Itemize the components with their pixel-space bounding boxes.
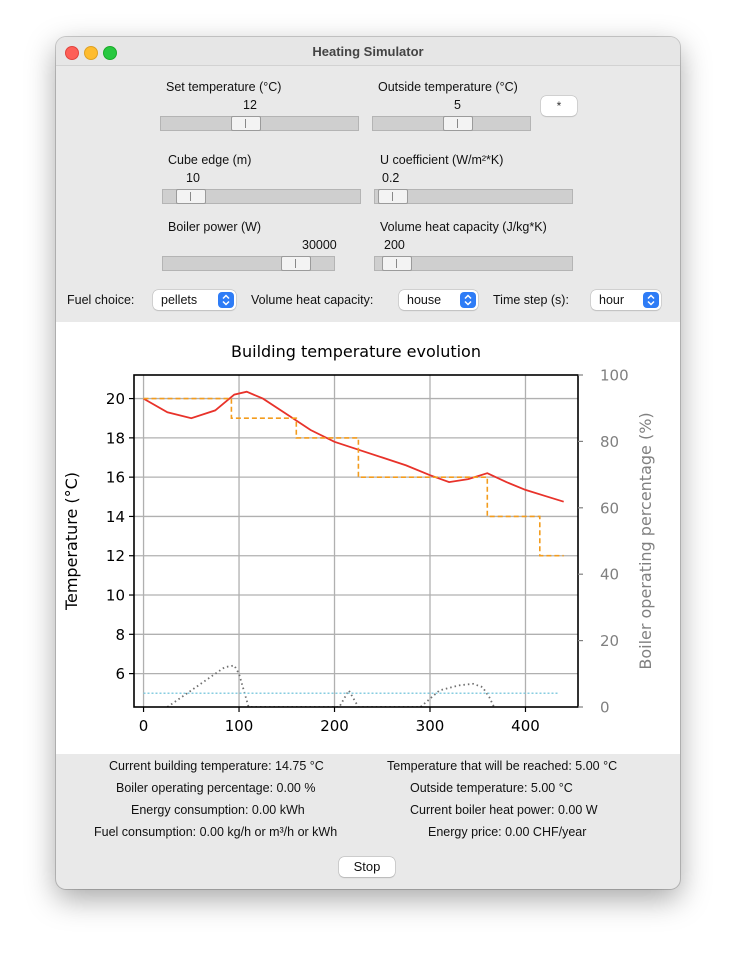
y2-tick-label: 20 — [600, 632, 619, 650]
cube-edge-slider-thumb[interactable] — [176, 189, 206, 204]
target-temperature-line — [143, 397, 564, 557]
outside-temperature-slider[interactable] — [372, 116, 531, 131]
volume-heat-capacity-select-value: house — [407, 293, 442, 307]
y-tick-label: 10 — [106, 587, 125, 605]
fuel-choice-label: Fuel choice: — [67, 293, 135, 307]
boiler-power-value: 30000 — [302, 238, 337, 252]
volume-heat-capacity-select[interactable]: house — [399, 290, 478, 310]
y-tick-label: 8 — [115, 626, 125, 644]
cube-edge-value: 10 — [186, 171, 200, 185]
time-step-select[interactable]: hour — [591, 290, 661, 310]
chevron-updown-icon — [643, 292, 659, 308]
fuel-choice-select[interactable]: pellets — [153, 290, 236, 310]
plot-area: 6 8 10 12 14 16 18 20 0 100 200 300 400 0 20 40 60 80 100 B… — [56, 322, 680, 754]
cube-edge-label: Cube edge (m) — [168, 153, 252, 167]
y-axis-label: Temperature (°C) — [62, 472, 81, 611]
boiler-power-slider-thumb[interactable] — [281, 256, 311, 271]
set-temperature-slider[interactable] — [160, 116, 359, 131]
set-temperature-value: 12 — [243, 98, 257, 112]
volume-heat-capacity-slider-thumb[interactable] — [382, 256, 412, 271]
boiler-percentage-text: Boiler operating percentage: 0.00 % — [116, 781, 316, 795]
snow-button[interactable]: * — [541, 96, 577, 116]
y2-tick-label: 0 — [600, 699, 610, 717]
boiler-heat-power-text: Current boiler heat power: 0.00 W — [410, 803, 598, 817]
energy-price-text: Energy price: 0.00 CHF/year — [428, 825, 587, 839]
outside-temperature-value: 5 — [454, 98, 461, 112]
target-temperature-text: Temperature that will be reached: 5.00 °… — [387, 759, 618, 773]
set-temperature-slider-thumb[interactable] — [231, 116, 261, 131]
y2-tick-label: 100 — [600, 367, 629, 385]
y2-tick-label: 40 — [600, 566, 619, 584]
chevron-updown-icon — [218, 292, 234, 308]
volume-heat-capacity-select-label: Volume heat capacity: — [251, 293, 374, 307]
u-coefficient-value: 0.2 — [382, 171, 400, 185]
volume-heat-capacity-slider-value: 200 — [384, 238, 405, 252]
boiler-power-slider[interactable] — [162, 256, 335, 271]
energy-consumption-text: Energy consumption: 0.00 kWh — [131, 803, 305, 817]
x-tick-label: 300 — [416, 717, 445, 735]
plot-frame — [133, 374, 579, 708]
x-tick-label: 100 — [225, 717, 254, 735]
app-window: Heating Simulator Set temperature (°C) 1… — [56, 37, 680, 889]
x-tick-label: 400 — [511, 717, 540, 735]
current-temperature-text: Current building temperature: 14.75 °C — [109, 759, 324, 773]
outside-temperature-text: Outside temperature: 5.00 °C — [410, 781, 573, 795]
u-coefficient-label: U coefficient (W/m²*K) — [380, 153, 504, 167]
y2-axis-label: Boiler operating percentage (%) — [636, 412, 655, 669]
maximize-window-button[interactable] — [103, 46, 117, 60]
y-tick-label: 16 — [106, 469, 125, 487]
set-temperature-label: Set temperature (°C) — [166, 80, 282, 94]
boiler-power-label: Boiler power (W) — [168, 220, 262, 234]
time-step-label: Time step (s): — [493, 293, 569, 307]
y-tick-label: 14 — [106, 508, 125, 526]
fuel-choice-value: pellets — [161, 293, 198, 307]
minimize-window-button[interactable] — [84, 46, 98, 60]
y-tick-label: 6 — [115, 665, 125, 683]
chart-title: Building temperature evolution — [231, 342, 481, 361]
y-tick-label: 18 — [106, 429, 125, 447]
x-tick-label: 0 — [139, 717, 149, 735]
y-tick-label: 20 — [106, 390, 125, 408]
close-window-button[interactable] — [65, 46, 79, 60]
title-bar: Heating Simulator — [56, 37, 680, 66]
window-title: Heating Simulator — [312, 44, 424, 59]
y-tick-label: 12 — [106, 547, 125, 565]
u-coefficient-slider[interactable] — [374, 189, 573, 204]
cube-edge-slider[interactable] — [162, 189, 361, 204]
chevron-updown-icon — [460, 292, 476, 308]
y2-tick-label: 60 — [600, 499, 619, 517]
stop-button[interactable]: Stop — [339, 857, 395, 877]
fuel-consumption-text: Fuel consumption: 0.00 kg/h or m³/h or k… — [94, 825, 338, 839]
outside-temperature-label: Outside temperature (°C) — [378, 80, 518, 94]
boiler-percentage-line — [166, 664, 495, 707]
x-tick-label: 200 — [320, 717, 349, 735]
volume-heat-capacity-slider-label: Volume heat capacity (J/kg*K) — [380, 220, 547, 234]
volume-heat-capacity-slider[interactable] — [374, 256, 573, 271]
u-coefficient-slider-thumb[interactable] — [378, 189, 408, 204]
building-temperature-line — [143, 390, 564, 503]
time-step-value: hour — [599, 293, 625, 307]
y2-tick-label: 80 — [600, 433, 619, 451]
outside-temperature-slider-thumb[interactable] — [443, 116, 473, 131]
